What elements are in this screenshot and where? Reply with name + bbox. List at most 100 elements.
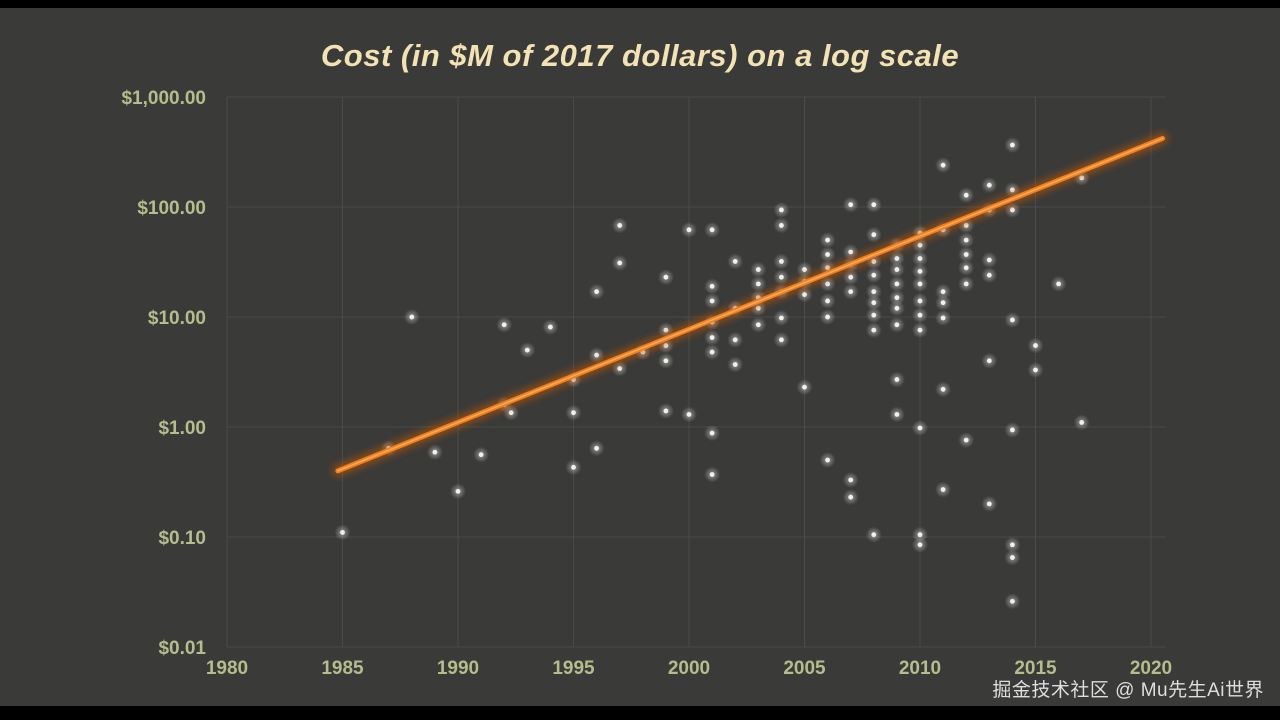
scatter-point <box>1056 281 1061 287</box>
y-axis-tick-label: $0.01 <box>158 638 206 659</box>
scatter-point <box>802 384 807 390</box>
scatter-point <box>1033 343 1038 348</box>
scatter-point <box>1010 142 1015 148</box>
scatter-point <box>779 223 784 228</box>
scatter-point <box>871 312 877 318</box>
x-axis-tick-label: 2010 <box>899 658 941 679</box>
letterbox-top-bar <box>0 0 1280 8</box>
scatter-point <box>894 256 900 261</box>
y-axis-tick-label: $0.10 <box>158 528 206 549</box>
scatter-point <box>940 289 946 295</box>
scatter-point <box>825 457 830 463</box>
y-axis-tick-label: $10.00 <box>148 308 206 329</box>
scatter-point <box>409 314 415 320</box>
scatter-point <box>825 237 830 243</box>
scatter-point <box>709 298 715 304</box>
scatter-point <box>917 327 923 333</box>
chart-title: Cost (in $M of 2017 dollars) on a log sc… <box>320 38 960 73</box>
scatter-point <box>548 324 553 330</box>
scatter-point <box>1010 207 1015 213</box>
scatter-point <box>963 192 969 198</box>
scatter-point <box>663 408 669 414</box>
scatter-point <box>779 337 784 343</box>
scatter-point <box>894 322 900 328</box>
scatter-point <box>1010 187 1015 193</box>
scatter-point <box>940 315 946 321</box>
scatter-point <box>894 281 900 287</box>
x-axis-tick-label: 1985 <box>321 658 364 679</box>
scatter-point <box>940 300 946 306</box>
x-axis-tick-label: 2015 <box>1014 658 1057 679</box>
scatter-point <box>871 532 877 538</box>
scatter-point <box>963 237 969 243</box>
scatter-point <box>340 530 345 535</box>
scatter-point <box>917 425 923 431</box>
scatter-point <box>709 349 715 355</box>
y-axis-tick-label: $100.00 <box>137 198 206 219</box>
scatter-point <box>732 259 738 264</box>
x-axis-tick-label: 1995 <box>552 658 595 679</box>
scatter-point <box>871 202 877 208</box>
scatter-point <box>848 274 854 280</box>
scatter-point <box>617 366 623 371</box>
scatter-point <box>986 501 992 507</box>
scatter-point <box>825 252 830 257</box>
scatter-point <box>1010 317 1015 323</box>
scatter-point <box>848 249 854 255</box>
scatter-point <box>963 437 969 443</box>
scatter-point <box>709 335 715 340</box>
scatter-point <box>508 410 514 416</box>
x-axis-tick-label: 1980 <box>206 658 248 679</box>
scatter-point <box>686 227 692 233</box>
scatter-point <box>848 289 854 295</box>
gridlines <box>226 96 1165 648</box>
scatter-point <box>755 322 761 328</box>
scatter-point <box>1010 598 1015 604</box>
scatter-point <box>825 298 830 304</box>
scatter-point <box>755 281 761 287</box>
scatter-point <box>663 358 669 364</box>
scatter-point <box>617 223 623 228</box>
scatter-point <box>432 449 438 455</box>
scatter-point <box>594 352 599 358</box>
scatter-point <box>917 312 923 318</box>
scatter-point <box>848 202 854 208</box>
scatter-point <box>894 412 900 417</box>
y-axis-tick-label: $1.00 <box>158 418 206 439</box>
scatter-point <box>732 337 738 343</box>
scatter-point <box>1079 420 1085 425</box>
scatter-point <box>686 412 692 417</box>
scatter-point <box>848 477 854 483</box>
scatter-point <box>871 272 877 278</box>
x-axis-tick-label: 2000 <box>668 658 710 679</box>
scatter-point <box>663 274 669 280</box>
scatter-point <box>940 386 946 392</box>
scatter-point <box>917 532 923 538</box>
scatter-point <box>871 289 877 295</box>
scatter-point <box>894 295 900 301</box>
scatter-point <box>871 327 877 333</box>
scatter-point <box>940 162 946 168</box>
scatter-point <box>917 281 923 287</box>
scatter-point <box>663 327 669 333</box>
watermark-text: 掘金技术社区 @ Mu先生Ai世界 <box>992 680 1264 701</box>
scatter-point <box>594 445 599 451</box>
scatter-point <box>709 430 715 436</box>
scatter-point <box>594 289 599 295</box>
scatter-point <box>986 182 992 188</box>
scatter-point <box>779 259 784 264</box>
x-axis-tick-label: 2020 <box>1130 658 1172 679</box>
scatter-point <box>917 268 923 274</box>
scatter-point <box>894 377 900 382</box>
x-axis-tick-label: 2005 <box>783 658 826 679</box>
scatter-point <box>917 256 923 261</box>
scatter-point <box>871 232 877 238</box>
y-axis-tick-label: $1,000.00 <box>121 88 206 109</box>
scatter-point <box>455 488 461 494</box>
scatter-point <box>894 305 900 311</box>
x-axis-tick-label: 1990 <box>437 658 479 679</box>
scatter-point <box>963 281 969 287</box>
scatter-point <box>1010 555 1015 560</box>
